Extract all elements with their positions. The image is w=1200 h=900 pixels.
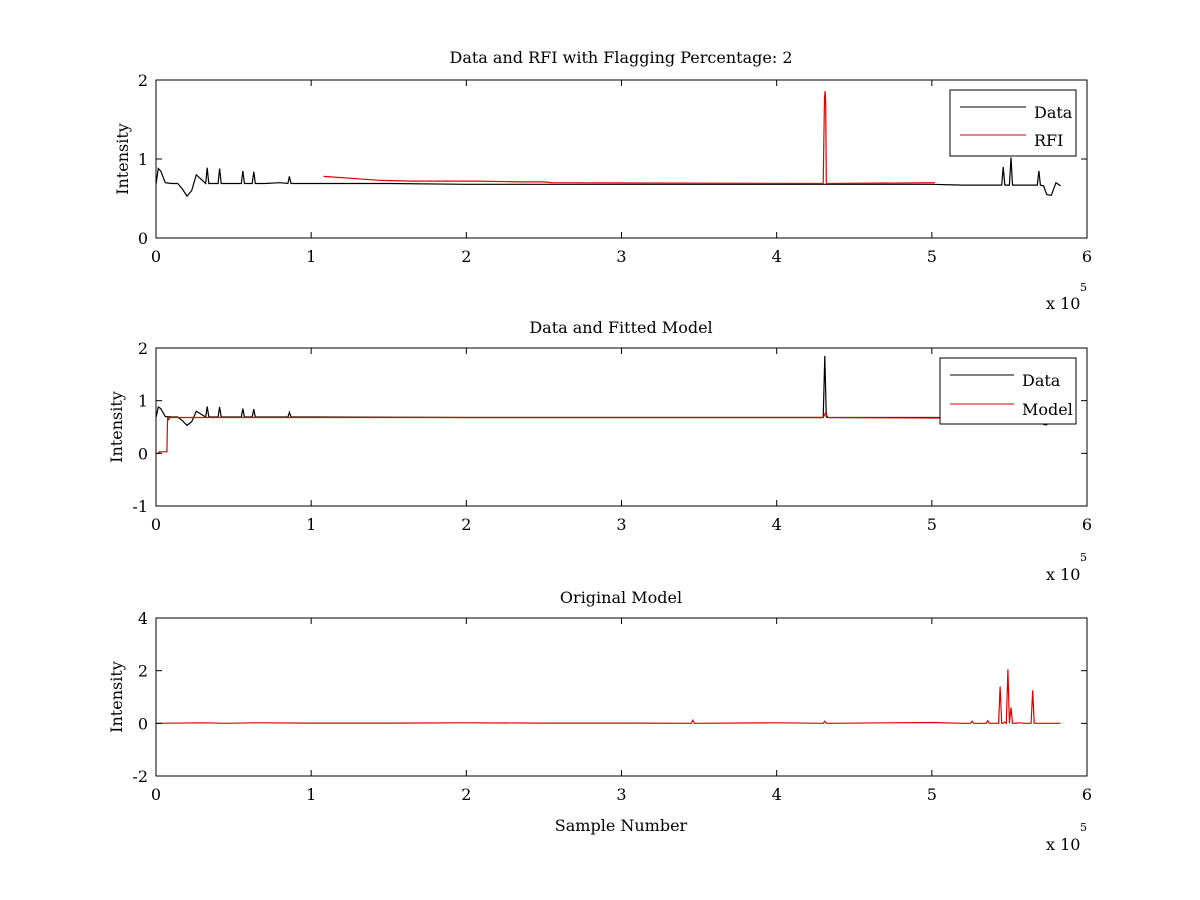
- y-tick-label: 1: [138, 150, 148, 169]
- y-tick-label: 0: [138, 229, 148, 248]
- y-tick-label: -1: [132, 497, 148, 516]
- y-axis-label: Intensity: [107, 661, 126, 733]
- x-tick-label: 1: [306, 247, 316, 266]
- plot-frame: [155, 79, 1088, 239]
- x-tick-label: 4: [772, 247, 782, 266]
- x-exponent-power: 5: [1080, 821, 1087, 834]
- series-line-series-0: [155, 669, 1061, 725]
- x-tick-label: 3: [616, 247, 626, 266]
- x-tick-label: 0: [151, 785, 161, 804]
- series-lines: [155, 91, 1061, 198]
- x-tick-label: 2: [461, 785, 471, 804]
- y-tick-label: 2: [138, 339, 148, 358]
- x-tick-label: 2: [461, 515, 471, 534]
- x-tick-label: 6: [1082, 785, 1092, 804]
- series-lines: [155, 669, 1061, 725]
- y-tick-label: 0: [138, 714, 148, 733]
- x-tick-label: 1: [306, 515, 316, 534]
- y-axis-label: Intensity: [107, 391, 126, 463]
- panel-title: Original Model: [560, 588, 682, 607]
- legend-entry-rfi: RFI: [1034, 131, 1063, 150]
- plot-frame: [155, 617, 1088, 777]
- x-tick-label: 3: [616, 515, 626, 534]
- x-tick-label: 3: [616, 785, 626, 804]
- x-tick-label: 0: [151, 515, 161, 534]
- x-exponent-base: x 10: [1046, 835, 1080, 854]
- panel-title: Data and Fitted Model: [529, 318, 712, 337]
- y-tick-label: 1: [138, 392, 148, 411]
- series-line-rfi: [323, 91, 935, 185]
- x-exponent-base: x 10: [1046, 294, 1080, 313]
- x-tick-label: 4: [772, 785, 782, 804]
- y-tick-label: 0: [138, 444, 148, 463]
- x-tick-label: 0: [151, 247, 161, 266]
- x-tick-label: 1: [306, 785, 316, 804]
- legend-entry-model: Model: [1022, 400, 1073, 419]
- x-tick-label: 6: [1082, 247, 1092, 266]
- y-tick-label: 2: [138, 662, 148, 681]
- plot-frame: [155, 347, 1088, 507]
- x-exponent-power: 5: [1080, 551, 1087, 564]
- series-line-data: [155, 157, 1061, 198]
- x-tick-label: 5: [927, 785, 937, 804]
- panel-title: Data and RFI with Flagging Percentage: 2: [449, 48, 792, 67]
- panel-rfi: Data and RFI with Flagging Percentage: 2…: [113, 48, 1092, 313]
- x-exponent-base: x 10: [1046, 565, 1080, 584]
- x-exponent-power: 5: [1080, 281, 1087, 294]
- legend-entry-data: Data: [1022, 371, 1061, 390]
- x-tick-label: 5: [927, 515, 937, 534]
- x-tick-label: 2: [461, 247, 471, 266]
- y-tick-label: -2: [132, 767, 148, 786]
- y-tick-label: 4: [138, 609, 148, 628]
- x-tick-label: 6: [1082, 515, 1092, 534]
- x-tick-label: 5: [927, 247, 937, 266]
- legend-box: [949, 89, 1077, 157]
- x-tick-label: 4: [772, 515, 782, 534]
- legend-entry-data: Data: [1034, 103, 1073, 122]
- series-line-model: [156, 411, 994, 454]
- y-axis-label: Intensity: [113, 123, 132, 195]
- legend: Data RFI: [949, 89, 1077, 157]
- axis-ticks: 0 1 2 3 4 5 6 0 1 2: [138, 71, 1092, 266]
- legend-box: [939, 357, 1077, 425]
- y-tick-label: 2: [138, 71, 148, 90]
- legend: Data Model: [939, 357, 1077, 425]
- x-axis-label: Sample Number: [555, 816, 688, 835]
